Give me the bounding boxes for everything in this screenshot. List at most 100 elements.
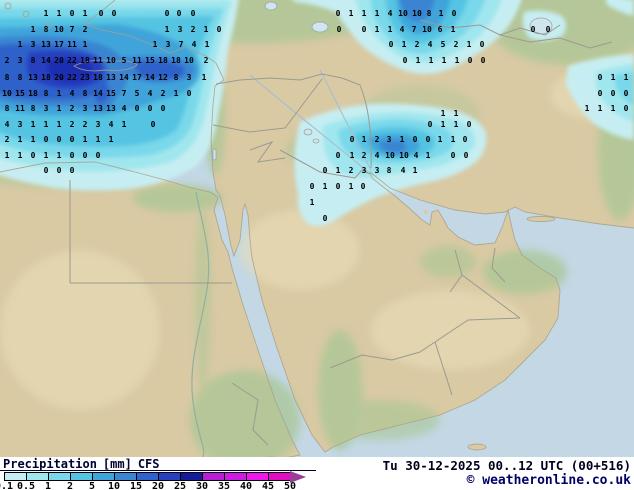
precip-value: 1 [57, 104, 62, 113]
precip-value: 0 [44, 135, 49, 144]
precip-value: 1 [153, 40, 158, 49]
precip-value: 1 [96, 135, 101, 144]
precip-value: 1 [57, 89, 62, 98]
precip-value: 1 [400, 135, 405, 144]
precip-value: 20 [54, 56, 64, 65]
legend-color-segment [246, 472, 268, 481]
precip-value: 10 [184, 56, 194, 65]
precip-value: 3 [31, 40, 36, 49]
precip-blob-northeast [293, 0, 566, 74]
precip-value: 22 [67, 56, 77, 65]
precip-value: 1 [611, 73, 616, 82]
precip-value: 10 [422, 25, 432, 34]
precip-value: 0 [177, 9, 182, 18]
legend-color-segment [4, 472, 26, 481]
precip-value: 1 [83, 40, 88, 49]
precip-value: 17 [132, 73, 142, 82]
precip-value: 1 [44, 120, 49, 129]
precip-value: 23 [80, 73, 90, 82]
precip-value: 18 [28, 89, 38, 98]
precip-value: 0 [187, 89, 192, 98]
precip-value: 1 [57, 9, 62, 18]
precip-value: 1 [413, 166, 418, 175]
legend-scale-label: 25 [173, 481, 187, 490]
precip-value: 2 [191, 25, 196, 34]
precip-value: 2 [5, 56, 10, 65]
legend-scale-label: 5 [88, 481, 96, 490]
precip-value: 10 [412, 9, 422, 18]
legend-color-segment [48, 472, 70, 481]
precip-value: 1 [57, 120, 62, 129]
border-syria-iraq [284, 78, 323, 129]
precip-value: 0 [413, 135, 418, 144]
precip-value: 10 [385, 151, 395, 160]
precip-value: 17 [54, 40, 64, 49]
precip-value: 8 [387, 166, 392, 175]
precip-value: 2 [5, 135, 10, 144]
precip-value: 10 [54, 25, 64, 34]
precip-value: 1 [122, 120, 127, 129]
precip-value: 10 [399, 151, 409, 160]
precip-value: 1 [31, 25, 36, 34]
precip-value: 0 [96, 151, 101, 160]
precip-value: 11 [132, 56, 142, 65]
precip-value: 1 [109, 135, 114, 144]
precip-value: 2 [70, 104, 75, 113]
precip-value: 0 [480, 40, 485, 49]
precip-value: 3 [18, 56, 23, 65]
precip-value: 13 [41, 40, 51, 49]
border-sudan-eritrea [231, 382, 269, 446]
precip-value: 13 [106, 104, 116, 113]
precip-value: 3 [187, 73, 192, 82]
copyright-label: © weatheronline.co.uk [466, 473, 631, 488]
legend-scale-label: 10 [107, 481, 121, 490]
precip-value: 1 [429, 56, 434, 65]
precip-value: 4 [70, 89, 75, 98]
precip-value: 3 [362, 166, 367, 175]
legend-color-segment [202, 472, 224, 481]
precip-value: 0 [362, 25, 367, 34]
precip-value: 8 [427, 9, 432, 18]
precip-value: 0 [336, 151, 341, 160]
precip-value: 1 [375, 25, 380, 34]
precip-value: 2 [375, 135, 380, 144]
legend-rule [0, 470, 316, 471]
precip-value: 2 [70, 120, 75, 129]
precip-value: 4 [375, 151, 380, 160]
precip-value: 1 [454, 109, 459, 118]
precip-value: 0 [403, 56, 408, 65]
precip-value: 1 [323, 182, 328, 191]
precip-value: 4 [122, 104, 127, 113]
precip-value: 0 [191, 9, 196, 18]
precip-value: 0 [323, 214, 328, 223]
precip-value: 5 [122, 56, 127, 65]
precip-value: 1 [336, 166, 341, 175]
precip-value: 11 [67, 40, 77, 49]
datetime-label: Tu 30-12-2025 00..12 UTC (00+516) [382, 458, 631, 473]
legend-scale-label: 15 [129, 481, 143, 490]
legend-color-segment [114, 472, 136, 481]
rivers [191, 69, 372, 457]
precip-value: 3 [83, 104, 88, 113]
precip-value: 8 [5, 104, 10, 113]
precip-value: 0 [624, 104, 629, 113]
legend-colorbar [4, 470, 306, 483]
precip-value: 14 [41, 56, 51, 65]
precip-value-grid: 1 1 0 1 0 0 0 0 0 0 1 1 1 4 10 10 8 1 01 8 10 7 2 1 3 2 1 0 0 0 1 1 4 7 10… [2, 9, 628, 223]
precip-value: 0 [135, 104, 140, 113]
precip-value: 1 [375, 9, 380, 18]
precip-value: 4 [192, 40, 197, 49]
precip-value: 4 [148, 89, 153, 98]
precip-value: 1 [18, 135, 23, 144]
precip-value: 1 [350, 151, 355, 160]
precip-value: 11 [93, 56, 103, 65]
legend-color-segment [268, 472, 290, 481]
island-bahrain [424, 210, 428, 214]
precip-value: 2 [362, 151, 367, 160]
precip-value: 0 [70, 151, 75, 160]
precip-value: 1 [451, 25, 456, 34]
precip-value: 3 [375, 166, 380, 175]
precip-value: 1 [31, 135, 36, 144]
precip-value: 0 [148, 104, 153, 113]
precip-value: 4 [414, 151, 419, 160]
